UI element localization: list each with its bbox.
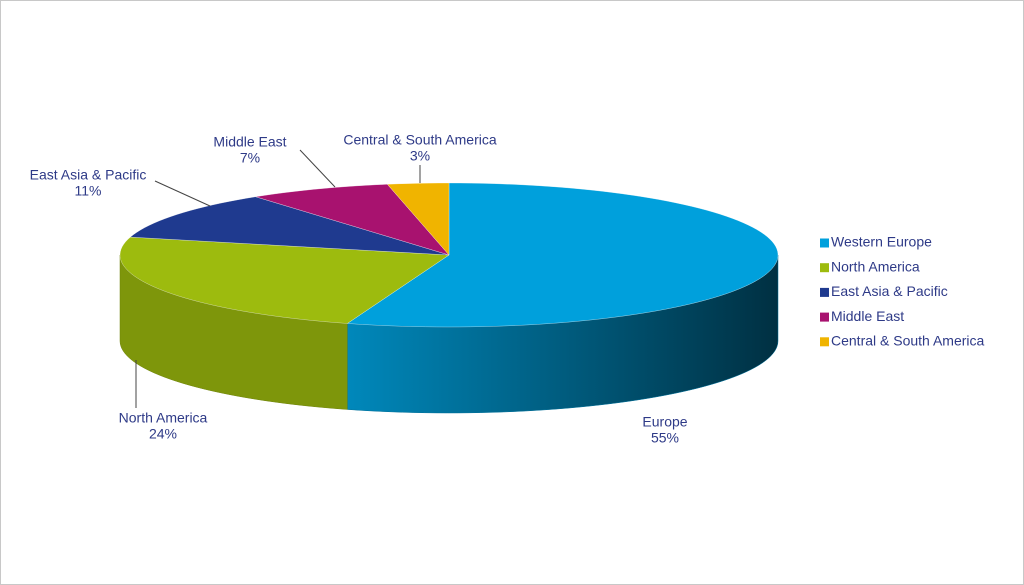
- slice-label: North America: [119, 410, 208, 426]
- slice-label: Europe: [642, 414, 687, 430]
- slice: [255, 184, 450, 256]
- legend-swatch: [820, 287, 829, 297]
- slice-value-label: 3%: [410, 148, 430, 164]
- slice-value-label: 11%: [75, 183, 102, 199]
- legend-label: Central & South America: [831, 333, 985, 349]
- leader-line: [154, 180, 211, 207]
- slice-label: Middle East: [213, 134, 286, 150]
- legend-swatch: [820, 337, 829, 347]
- slice-value-label: 55%: [651, 430, 679, 446]
- slice: [387, 182, 450, 256]
- slice-label: East Asia & Pacific: [30, 167, 147, 183]
- slice: [346, 182, 779, 328]
- legend-label: North America: [831, 258, 920, 274]
- legend-swatch: [820, 263, 829, 273]
- legend-swatch: [820, 312, 829, 322]
- leader-line: [299, 149, 336, 188]
- legend-label: Western Europe: [831, 234, 932, 250]
- slice: [119, 236, 450, 324]
- legend-label: East Asia & Pacific: [831, 283, 948, 299]
- legend-swatch: [820, 238, 829, 248]
- slice-value-label: 7%: [240, 150, 260, 166]
- slice-value-label: 24%: [149, 426, 177, 442]
- legend-label: Middle East: [831, 308, 904, 324]
- slice-label: Central & South America: [343, 132, 497, 148]
- slice: [129, 196, 450, 256]
